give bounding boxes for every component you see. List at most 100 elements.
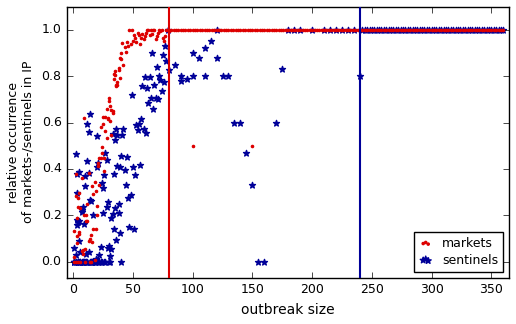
markets <box>499 27 508 32</box>
sentinels <box>74 259 82 264</box>
markets <box>404 27 412 32</box>
sentinels <box>494 27 503 32</box>
markets <box>346 27 354 32</box>
markets <box>203 27 211 32</box>
markets <box>129 38 137 43</box>
markets <box>81 259 89 264</box>
sentinels <box>150 83 158 88</box>
sentinels <box>139 127 148 132</box>
markets <box>90 179 99 185</box>
markets <box>117 56 125 61</box>
sentinels <box>449 27 457 32</box>
markets <box>115 65 123 70</box>
sentinels <box>111 138 119 143</box>
markets <box>330 27 338 32</box>
markets <box>353 27 362 32</box>
markets <box>471 27 479 32</box>
sentinels <box>132 123 140 128</box>
sentinels <box>100 259 108 264</box>
sentinels <box>432 27 441 32</box>
sentinels <box>272 120 280 125</box>
markets <box>298 27 307 32</box>
markets <box>112 84 120 89</box>
markets <box>428 27 436 32</box>
sentinels <box>75 259 83 264</box>
sentinels <box>126 192 135 197</box>
sentinels <box>201 74 209 79</box>
markets <box>418 27 426 32</box>
markets <box>108 109 117 114</box>
markets <box>106 119 115 124</box>
sentinels <box>138 83 147 88</box>
sentinels <box>142 131 150 136</box>
sentinels <box>73 217 81 222</box>
markets <box>315 27 324 32</box>
sentinels <box>104 246 112 251</box>
markets <box>150 27 158 32</box>
markets <box>186 27 195 32</box>
markets <box>215 27 223 32</box>
markets <box>248 143 256 148</box>
markets <box>434 27 443 32</box>
sentinels <box>377 27 385 32</box>
markets <box>160 38 168 43</box>
markets <box>246 27 254 32</box>
markets <box>325 27 333 32</box>
sentinels <box>161 43 169 48</box>
sentinels <box>118 133 126 138</box>
markets <box>109 76 118 81</box>
markets <box>258 27 266 32</box>
sentinels <box>107 216 116 221</box>
sentinels <box>434 27 443 32</box>
markets <box>155 27 163 32</box>
sentinels <box>85 130 93 135</box>
sentinels <box>86 111 94 116</box>
sentinels <box>82 259 90 264</box>
sentinels <box>78 204 87 210</box>
sentinels <box>75 238 83 243</box>
markets <box>100 169 108 174</box>
markets <box>73 233 81 238</box>
sentinels <box>243 150 251 155</box>
sentinels <box>78 259 87 264</box>
markets <box>111 72 119 77</box>
markets <box>275 27 283 32</box>
sentinels <box>77 210 86 215</box>
sentinels <box>74 259 82 264</box>
sentinels <box>382 27 391 32</box>
sentinels <box>111 206 119 211</box>
sentinels <box>482 27 491 32</box>
sentinels <box>418 27 426 32</box>
sentinels <box>176 74 185 79</box>
markets <box>71 172 79 177</box>
markets <box>373 27 381 32</box>
markets <box>120 44 128 49</box>
markets <box>103 135 111 140</box>
markets <box>156 29 165 34</box>
sentinels <box>401 27 410 32</box>
markets <box>370 27 378 32</box>
sentinels <box>98 259 106 264</box>
markets <box>88 239 96 244</box>
sentinels <box>478 27 486 32</box>
markets <box>401 27 410 32</box>
markets <box>134 31 142 36</box>
sentinels <box>103 204 111 210</box>
markets <box>342 27 350 32</box>
markets <box>116 55 124 61</box>
markets <box>399 27 407 32</box>
markets <box>138 32 147 37</box>
markets <box>86 237 94 242</box>
sentinels <box>141 75 149 80</box>
sentinels <box>338 27 346 32</box>
markets <box>313 27 321 32</box>
markets <box>136 41 144 46</box>
markets <box>322 27 331 32</box>
markets <box>73 215 81 220</box>
markets <box>296 27 304 32</box>
markets <box>207 27 216 32</box>
markets <box>92 226 100 232</box>
sentinels <box>81 183 89 189</box>
markets <box>70 229 78 234</box>
markets <box>70 254 78 260</box>
